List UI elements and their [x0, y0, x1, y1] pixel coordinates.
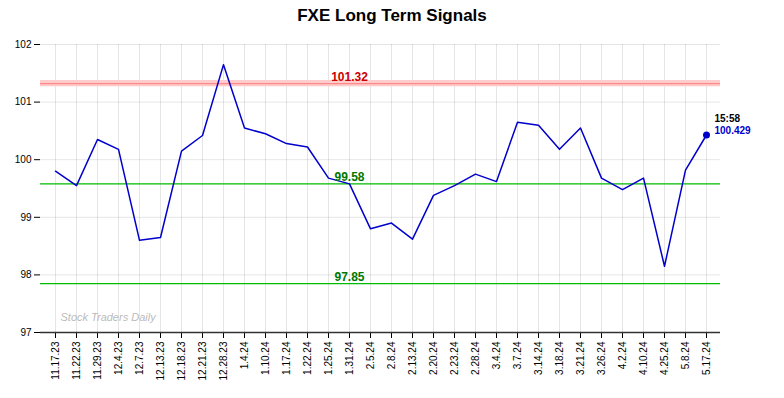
svg-text:100: 100: [15, 154, 32, 165]
svg-text:5.17.24: 5.17.24: [701, 341, 712, 375]
svg-text:2.23.24: 2.23.24: [449, 341, 460, 375]
svg-text:4.25.24: 4.25.24: [659, 341, 670, 375]
svg-text:5.8.24: 5.8.24: [680, 341, 691, 369]
svg-text:11.17.23: 11.17.23: [50, 341, 61, 380]
svg-text:3.18.24: 3.18.24: [554, 341, 565, 375]
svg-text:1.22.24: 1.22.24: [302, 341, 313, 375]
svg-text:12.13.23: 12.13.23: [155, 341, 166, 380]
svg-text:2.28.24: 2.28.24: [470, 341, 481, 375]
svg-text:12.4.23: 12.4.23: [113, 341, 124, 375]
svg-text:97: 97: [20, 327, 32, 338]
svg-text:98: 98: [20, 269, 32, 280]
svg-text:1.31.24: 1.31.24: [344, 341, 355, 375]
svg-text:3.4.24: 3.4.24: [491, 341, 502, 369]
svg-text:102: 102: [15, 39, 32, 50]
svg-text:1.17.24: 1.17.24: [281, 341, 292, 375]
svg-text:4.2.24: 4.2.24: [617, 341, 628, 369]
svg-text:2.5.24: 2.5.24: [365, 341, 376, 369]
svg-text:3.21.24: 3.21.24: [575, 341, 586, 375]
svg-text:97.85: 97.85: [334, 270, 364, 284]
svg-text:Stock Traders Daily: Stock Traders Daily: [61, 311, 158, 323]
svg-text:1.25.24: 1.25.24: [323, 341, 334, 375]
svg-text:12.28.23: 12.28.23: [218, 341, 229, 380]
svg-text:12.7.23: 12.7.23: [134, 341, 145, 375]
svg-text:101: 101: [15, 96, 32, 107]
svg-text:1.10.24: 1.10.24: [260, 341, 271, 375]
svg-text:2.13.24: 2.13.24: [407, 341, 418, 375]
svg-text:4.10.24: 4.10.24: [638, 341, 649, 375]
svg-text:101.32: 101.32: [331, 70, 368, 84]
svg-text:11.22.23: 11.22.23: [71, 341, 82, 380]
svg-text:2.8.24: 2.8.24: [386, 341, 397, 369]
svg-text:99.58: 99.58: [334, 170, 364, 184]
svg-text:12.18.23: 12.18.23: [176, 341, 187, 380]
svg-text:1.4.24: 1.4.24: [239, 341, 250, 369]
svg-text:2.20.24: 2.20.24: [428, 341, 439, 375]
svg-text:3.14.24: 3.14.24: [533, 341, 544, 375]
svg-text:12.21.23: 12.21.23: [197, 341, 208, 380]
svg-text:15:58: 15:58: [715, 113, 741, 124]
svg-text:3.26.24: 3.26.24: [596, 341, 607, 375]
html-text:FXE Long Term Signals: FXE Long Term Signals: [297, 6, 487, 25]
svg-text:11.29.23: 11.29.23: [92, 341, 103, 380]
svg-text:100.429: 100.429: [715, 125, 752, 136]
svg-text:99: 99: [20, 212, 32, 223]
svg-text:3.7.24: 3.7.24: [512, 341, 523, 369]
